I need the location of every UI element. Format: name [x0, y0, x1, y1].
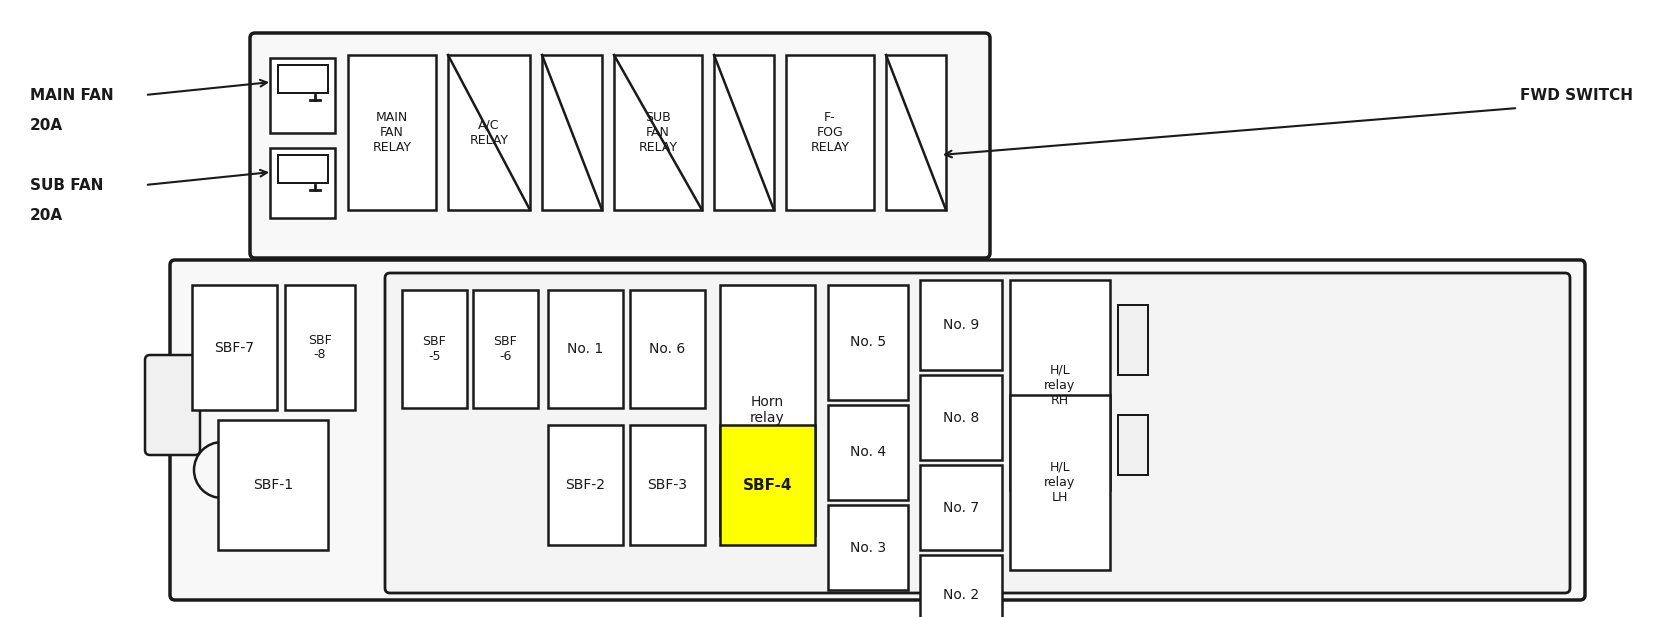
Bar	[547, 290, 622, 408]
Bar	[473, 290, 537, 408]
Bar	[614, 55, 702, 210]
Text: No. 9: No. 9	[942, 318, 978, 332]
Bar	[719, 425, 814, 545]
Bar	[401, 290, 466, 408]
FancyBboxPatch shape	[170, 260, 1584, 600]
Text: SBF-4: SBF-4	[742, 478, 792, 492]
Text: No. 4: No. 4	[849, 445, 885, 460]
Text: No. 6: No. 6	[649, 342, 686, 356]
Bar	[827, 405, 907, 500]
Text: No. 1: No. 1	[567, 342, 604, 356]
Bar	[278, 155, 328, 183]
Bar	[920, 375, 1002, 460]
Text: F-
FOG
RELAY: F- FOG RELAY	[810, 111, 849, 154]
Text: SBF
-6: SBF -6	[493, 335, 518, 363]
Text: SUB FAN: SUB FAN	[30, 178, 103, 193]
Bar	[547, 425, 622, 545]
Bar	[714, 55, 774, 210]
Bar	[270, 148, 334, 218]
Text: SBF-2: SBF-2	[566, 478, 606, 492]
Bar	[270, 58, 334, 133]
Text: No. 3: No. 3	[849, 540, 885, 555]
Bar	[920, 280, 1002, 370]
Bar	[920, 555, 1002, 617]
Bar	[1117, 305, 1146, 375]
Text: No. 8: No. 8	[942, 410, 978, 424]
FancyBboxPatch shape	[145, 355, 200, 455]
Bar	[920, 465, 1002, 550]
Text: SBF-1: SBF-1	[253, 478, 293, 492]
Text: No. 7: No. 7	[942, 500, 978, 515]
Bar	[348, 55, 436, 210]
Text: SBF
-5: SBF -5	[423, 335, 446, 363]
Bar	[191, 285, 276, 410]
Text: A/C
RELAY: A/C RELAY	[469, 118, 508, 146]
Bar	[1117, 415, 1146, 475]
Bar	[629, 290, 704, 408]
Text: MAIN FAN: MAIN FAN	[30, 88, 113, 102]
Text: SBF-7: SBF-7	[215, 341, 255, 355]
Bar	[827, 505, 907, 590]
Bar	[1010, 280, 1110, 490]
Text: H/L
relay
RH: H/L relay RH	[1043, 363, 1075, 407]
Text: 20A: 20A	[30, 117, 63, 133]
Bar	[719, 285, 814, 535]
Bar	[278, 65, 328, 93]
Bar	[827, 285, 907, 400]
Text: SBF
-8: SBF -8	[308, 334, 331, 362]
Bar	[1010, 395, 1110, 570]
Bar	[785, 55, 874, 210]
Text: H/L
relay
LH: H/L relay LH	[1043, 461, 1075, 504]
Text: SBF-3: SBF-3	[647, 478, 687, 492]
Text: SUB
FAN
RELAY: SUB FAN RELAY	[637, 111, 677, 154]
Text: No. 2: No. 2	[942, 588, 978, 602]
Text: FWD SWITCH: FWD SWITCH	[1519, 88, 1632, 102]
Text: MAIN
FAN
RELAY: MAIN FAN RELAY	[373, 111, 411, 154]
Text: 20A: 20A	[30, 207, 63, 223]
FancyBboxPatch shape	[384, 273, 1569, 593]
Bar	[629, 425, 704, 545]
Bar	[542, 55, 602, 210]
Bar	[885, 55, 945, 210]
Bar	[448, 55, 529, 210]
Bar	[218, 420, 328, 550]
Bar	[285, 285, 354, 410]
Text: Horn
relay: Horn relay	[750, 395, 784, 425]
FancyBboxPatch shape	[250, 33, 990, 258]
Text: No. 5: No. 5	[849, 336, 885, 349]
